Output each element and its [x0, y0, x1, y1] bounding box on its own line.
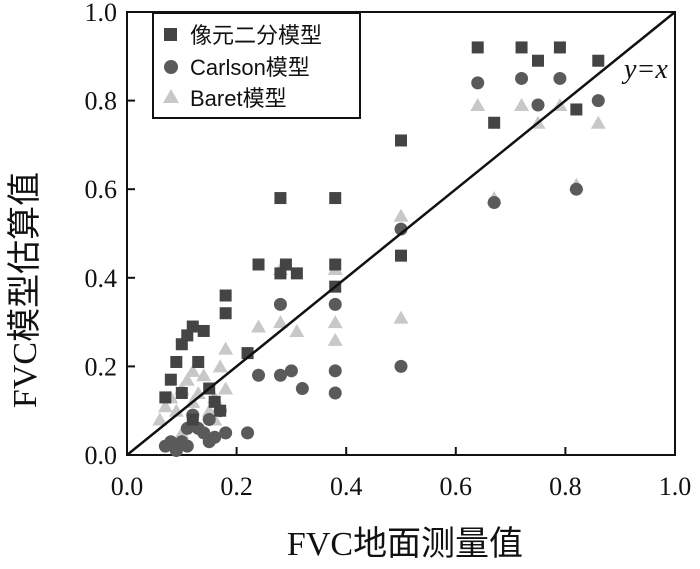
- legend-label-baret: Baret模型: [190, 86, 287, 111]
- data-point-carlson: [273, 297, 287, 311]
- data-point-pixel-dichotomy: [274, 192, 287, 205]
- data-point-baret: [590, 115, 606, 129]
- data-point-carlson: [531, 98, 545, 112]
- data-point-baret: [272, 315, 288, 329]
- y-tick-label: 0.4: [85, 264, 118, 293]
- y-tick-label: 0.0: [85, 441, 118, 470]
- data-point-pixel-dichotomy: [395, 134, 407, 147]
- data-point-carlson: [553, 71, 567, 85]
- data-point-pixel-dichotomy: [175, 386, 188, 399]
- data-point-baret: [514, 98, 530, 112]
- data-point-carlson: [487, 195, 501, 209]
- data-point-carlson: [241, 426, 255, 440]
- legend-marker-circle: [164, 60, 178, 74]
- data-point-pixel-dichotomy: [329, 192, 342, 205]
- data-point-pixel-dichotomy: [214, 404, 227, 417]
- data-point-pixel-dichotomy: [290, 267, 303, 280]
- legend: 像元二分模型 Carlson模型 Baret模型: [152, 12, 361, 119]
- data-point-carlson: [273, 368, 287, 382]
- data-point-carlson: [219, 426, 233, 440]
- data-point-carlson: [515, 71, 529, 85]
- data-point-pixel-dichotomy: [219, 289, 232, 302]
- data-point-carlson: [569, 182, 583, 196]
- data-point-baret: [196, 368, 212, 382]
- data-point-pixel-dichotomy: [329, 258, 342, 271]
- legend-marker-square: [164, 28, 177, 41]
- y-tick-label: 0.6: [85, 175, 118, 204]
- data-point-pixel-dichotomy: [252, 258, 265, 271]
- x-tick-label: 1.0: [659, 472, 692, 501]
- y-axis-title: FVC模型估算值: [6, 172, 44, 408]
- data-point-baret: [152, 412, 168, 426]
- data-point-baret: [393, 208, 409, 222]
- x-tick-label: 0.4: [330, 472, 363, 501]
- x-tick-label: 0.2: [220, 472, 253, 501]
- plot-area: 0.0 0.2 0.4 0.6 0.8 1.0 0.0 0.2 0.4 0.6 0.8 1.0: [85, 0, 692, 501]
- data-point-pixel-dichotomy: [170, 355, 183, 368]
- data-point-pixel-dichotomy: [488, 116, 501, 129]
- data-point-baret: [251, 319, 267, 333]
- data-point-baret: [212, 359, 228, 373]
- data-point-baret: [174, 425, 190, 439]
- x-axis-title: FVC地面测量值: [287, 525, 523, 563]
- data-point-carlson: [591, 94, 605, 108]
- x-tick-label: 0.0: [111, 472, 144, 501]
- legend-label-carlson: Carlson模型: [190, 55, 310, 80]
- data-point-pixel-dichotomy: [515, 41, 528, 54]
- data-point-carlson: [284, 364, 298, 378]
- data-point-baret: [179, 372, 195, 386]
- data-point-carlson: [202, 413, 216, 427]
- reference-line: [126, 11, 676, 456]
- data-point-carlson: [328, 297, 342, 311]
- reference-line-label: y=x: [621, 54, 668, 85]
- data-point-carlson: [208, 430, 222, 444]
- data-point-carlson: [252, 368, 266, 382]
- data-point-baret: [327, 332, 343, 346]
- data-point-carlson: [328, 386, 342, 400]
- data-point-pixel-dichotomy: [553, 41, 566, 54]
- data-point-pixel-dichotomy: [592, 54, 605, 67]
- data-point-baret: [157, 399, 173, 413]
- data-point-pixel-dichotomy: [471, 41, 484, 54]
- data-point-baret: [289, 323, 305, 337]
- y-tick-label: 1.0: [85, 0, 118, 27]
- legend-box: [152, 12, 361, 119]
- data-point-pixel-dichotomy: [186, 320, 199, 333]
- legend-marker-triangle: [163, 89, 179, 103]
- data-point-baret: [218, 381, 234, 395]
- data-point-pixel-dichotomy: [186, 413, 199, 426]
- data-point-baret: [218, 341, 234, 355]
- data-point-carlson: [180, 439, 194, 453]
- x-tick-label: 0.8: [549, 472, 582, 501]
- data-point-pixel-dichotomy: [192, 355, 205, 368]
- data-point-baret: [201, 403, 217, 417]
- y-tick-label: 0.8: [85, 87, 118, 116]
- plot-frame: [126, 11, 676, 456]
- data-point-pixel-dichotomy: [532, 54, 544, 67]
- data-point-pixel-dichotomy: [570, 103, 583, 116]
- legend-label-pixel-dichotomy: 像元二分模型: [190, 23, 322, 48]
- data-point-pixel-dichotomy: [164, 373, 177, 386]
- data-point-carlson: [295, 382, 309, 396]
- data-point-baret: [393, 310, 409, 324]
- data-point-baret: [470, 98, 486, 112]
- data-point-pixel-dichotomy: [395, 249, 407, 262]
- data-point-pixel-dichotomy: [219, 307, 232, 320]
- x-tick-label: 0.6: [440, 472, 473, 501]
- data-point-pixel-dichotomy: [279, 258, 292, 271]
- data-point-carlson: [471, 76, 485, 90]
- data-point-carlson: [328, 364, 342, 378]
- data-point-baret: [185, 363, 201, 377]
- data-point-baret: [327, 315, 343, 329]
- data-point-carlson: [394, 359, 408, 373]
- y-tick-label: 0.2: [85, 352, 118, 381]
- data-point-pixel-dichotomy: [159, 391, 172, 404]
- data-point-pixel-dichotomy: [197, 324, 210, 337]
